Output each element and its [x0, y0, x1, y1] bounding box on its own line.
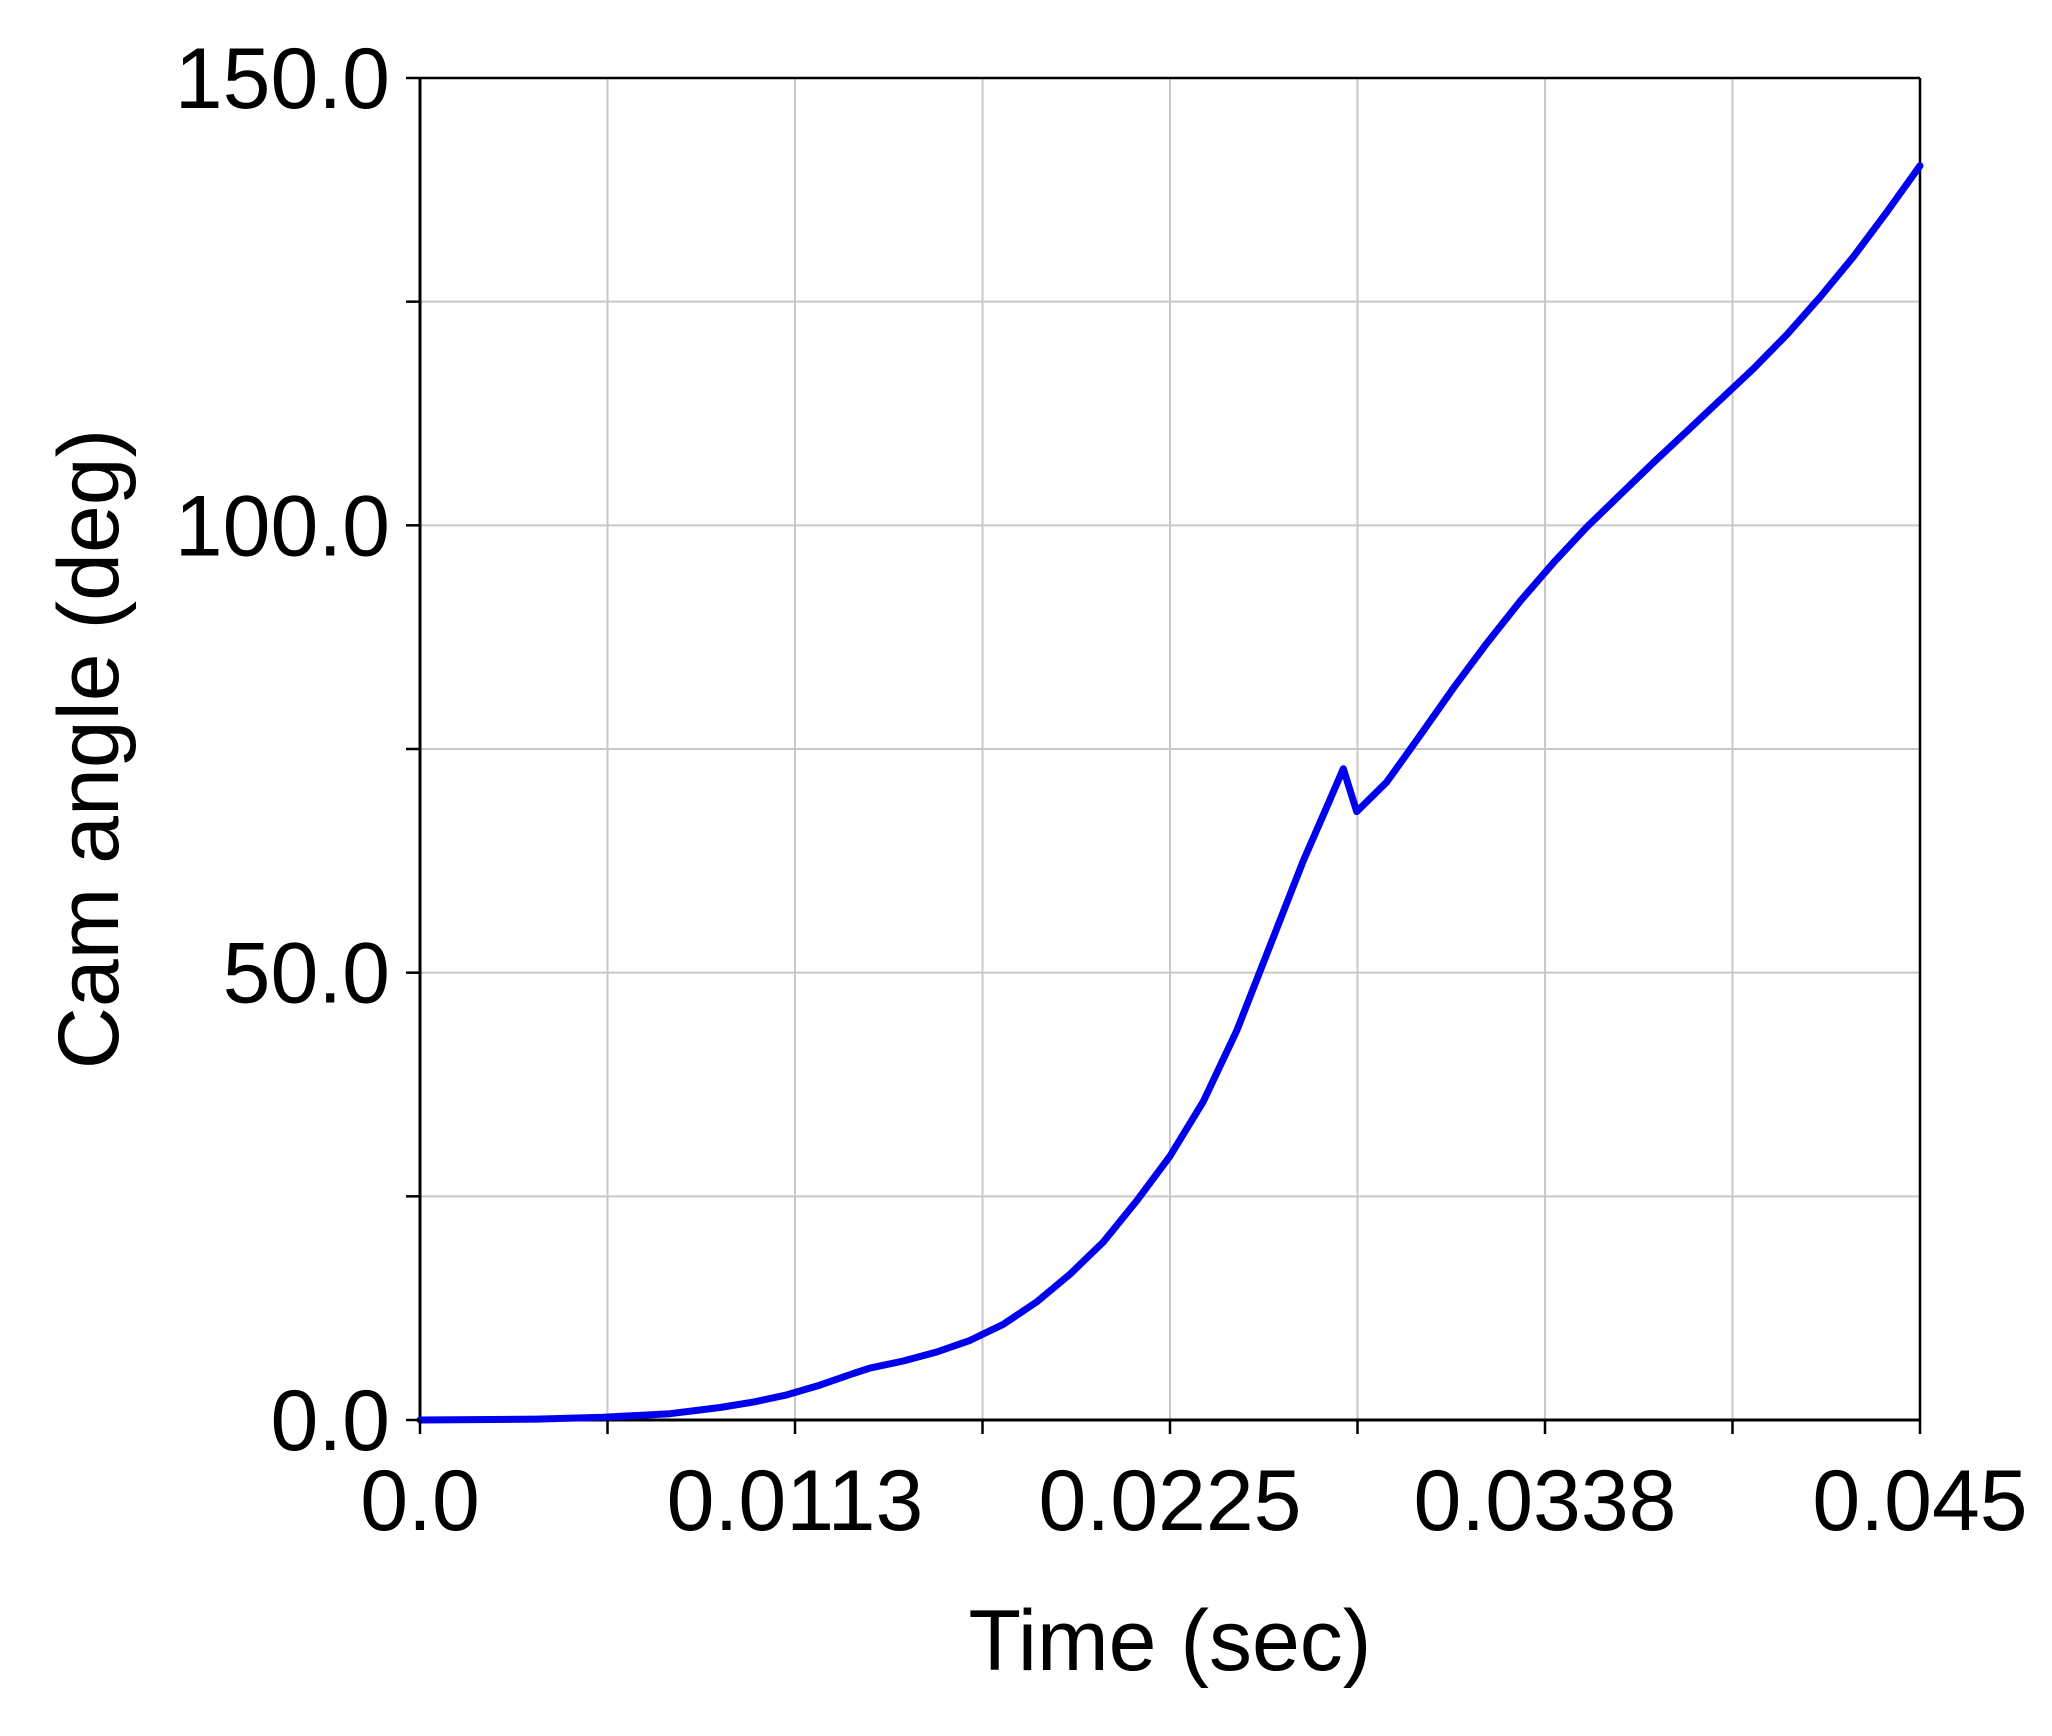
x-tick-label: 0.0113 [667, 1453, 924, 1549]
ticks [406, 76, 1922, 1434]
y-tick-label: 0.0 [270, 1373, 390, 1469]
x-tick-label: 0.0 [360, 1453, 480, 1549]
grid [420, 78, 1920, 1420]
y-tick-label: 50.0 [223, 926, 390, 1022]
x-tick-label: 0.0225 [1038, 1453, 1301, 1549]
y-tick-label: 100.0 [175, 478, 390, 574]
x-axis-title: Time (sec) [969, 1593, 1372, 1689]
x-tick-label: 0.0338 [1413, 1453, 1676, 1549]
series-layer [416, 162, 1924, 1424]
y-axis-title: Cam angle (deg) [41, 429, 137, 1070]
x-tick-label: 0.045 [1812, 1453, 2027, 1549]
tick-labels: 0.0 0.0113 0.0225 0.0338 0.045 0.0 50.0 100.0 15… [175, 31, 2028, 1549]
y-tick-label: 150.0 [175, 31, 390, 127]
series-line [416, 162, 1924, 1424]
